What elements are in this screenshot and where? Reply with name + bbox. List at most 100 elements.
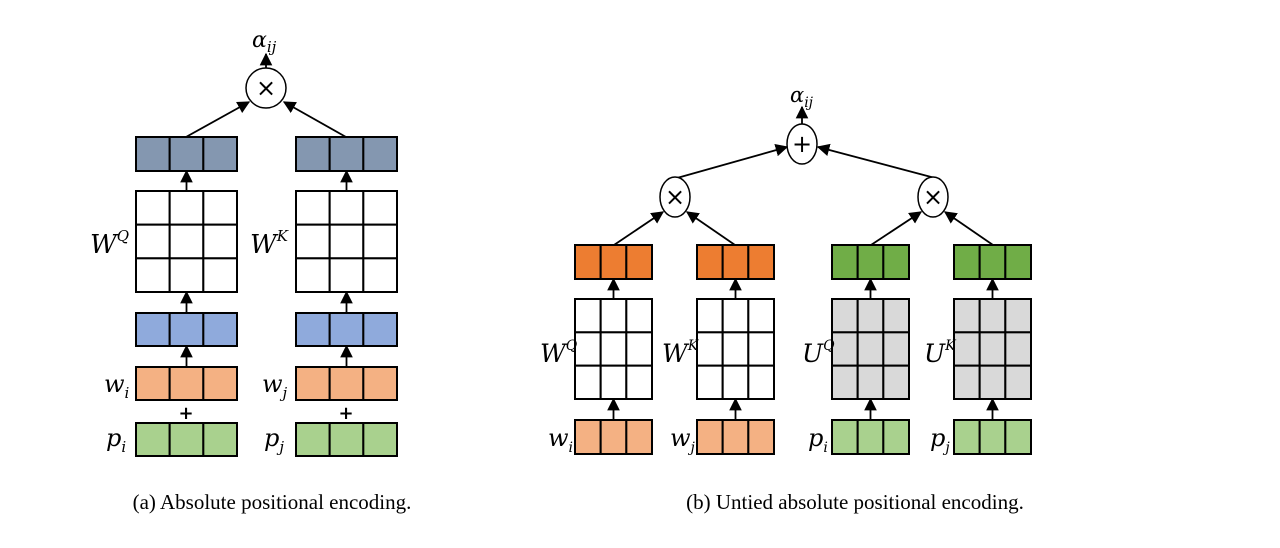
b-projected-vector-wk (696, 244, 775, 280)
a-caption: (a) Absolute positional encoding. (133, 490, 412, 514)
b-weight-matrix-uq-cell (856, 331, 885, 367)
a-output-label: αij (252, 28, 277, 56)
a-weight-matrix-k-cell (295, 257, 331, 294)
b-matrix-label-uk: UK (924, 338, 957, 368)
a-word-embedding-q-cell (202, 366, 238, 401)
b-multiply-icon-pos: × (923, 183, 943, 211)
a-projected-vector-k (295, 136, 399, 172)
b-input-label-pj: pj (930, 424, 950, 456)
b-input-vector-uq-cell (882, 419, 910, 455)
b-input-vector-uk-cell (978, 419, 1007, 455)
b-weight-matrix-wk-cell (721, 298, 750, 334)
a-weight-matrix-q-cell (168, 223, 205, 260)
a-input-vector-k-cell (362, 312, 399, 347)
a-projected-vector-q-cell (135, 136, 171, 172)
b-weight-matrix-wq-cell (574, 298, 602, 334)
b-weight-matrix-wq-cell (599, 298, 628, 334)
a-projected-vector-q-cell (168, 136, 205, 172)
a-product-node (245, 67, 287, 109)
b-projected-vector-uq-cell (856, 244, 885, 280)
b-weight-matrix-uk-cell (978, 298, 1007, 334)
a-arrow-k-to-product (282, 101, 347, 138)
b-weight-matrix-uk-cell (978, 364, 1007, 400)
b-input-vector-wq-cell (599, 419, 628, 455)
a-word-embedding-q-cell (135, 366, 171, 401)
b-weight-matrix-wq (574, 298, 653, 400)
a-position-embedding-k-cell (295, 422, 331, 457)
b-weight-matrix-wq-cell (625, 298, 653, 334)
a-weight-matrix-k-cell (295, 190, 331, 226)
a-position-embedding-k (295, 422, 399, 457)
b-product-node-word (659, 176, 691, 218)
a-position-embedding-q-cell (135, 422, 171, 457)
b-weight-matrix-wq-cell (599, 331, 628, 367)
a-pos-label-i: pi (106, 424, 126, 456)
b-arrow-wk-to-product (685, 211, 736, 246)
a-pos-label-j: pj (264, 424, 284, 456)
b-projected-vector-uq (831, 244, 910, 280)
b-projected-vector-wk-cell (747, 244, 775, 280)
b-weight-matrix-uk-cell (978, 331, 1007, 367)
b-projected-vector-wk-cell (696, 244, 724, 280)
a-word-embedding-q-cell (168, 366, 205, 401)
b-weight-matrix-uq-cell (831, 331, 859, 367)
b-input-vector-wk (696, 419, 775, 455)
a-position-embedding-q-cell (168, 422, 205, 457)
b-weight-matrix-wk-cell (747, 331, 775, 367)
a-matrix-label-q: WQ (90, 227, 129, 260)
a-weight-matrix-q-cell (202, 223, 238, 260)
b-weight-matrix-uk-cell (1004, 298, 1032, 334)
b-input-vector-wk-cell (696, 419, 724, 455)
a-plus-icon-i: + (178, 403, 193, 424)
b-matrix-label-wq: WQ (540, 338, 578, 368)
b-weight-matrix-uq-cell (882, 331, 910, 367)
b-input-vector-uq (831, 419, 910, 455)
b-weight-matrix-uq-cell (882, 298, 910, 334)
b-projected-vector-uq-cell (831, 244, 859, 280)
a-weight-matrix-q-cell (202, 257, 238, 294)
a-weight-matrix-k-cell (362, 190, 399, 226)
a-weight-matrix-q-cell (202, 190, 238, 226)
b-weight-matrix-wk-cell (696, 298, 724, 334)
b-weight-matrix-wq-cell (625, 364, 653, 400)
b-weight-matrix-wq-cell (574, 331, 602, 367)
b-arrow-pos-product-to-sum (816, 143, 936, 179)
b-projected-vector-uk (953, 244, 1032, 280)
b-weight-matrix-uq-cell (831, 364, 859, 400)
b-input-label-pi: pi (808, 424, 828, 456)
b-product-node-pos (917, 176, 949, 218)
a-input-vector-q-cell (135, 312, 171, 347)
b-weight-matrix-wk-cell (747, 298, 775, 334)
b-projected-vector-wq (574, 244, 653, 280)
b-input-label-wj: wj (670, 424, 696, 456)
a-matrix-label-k: WK (250, 227, 289, 260)
b-weight-matrix-uk-cell (953, 331, 981, 367)
a-input-vector-k-cell (328, 312, 365, 347)
b-weight-matrix-wk-cell (747, 364, 775, 400)
a-input-vector-q-cell (168, 312, 205, 347)
b-input-vector-wq-cell (625, 419, 653, 455)
b-arrow-uq-to-product (870, 211, 923, 246)
a-weight-matrix-q-cell (168, 257, 205, 294)
a-position-embedding-q-cell (202, 422, 238, 457)
b-input-vector-uq-cell (856, 419, 885, 455)
b-weight-matrix-uk-cell (1004, 331, 1032, 367)
b-weight-matrix-wk (696, 298, 775, 400)
b-arrow-word-product-to-sum (676, 144, 789, 179)
a-input-vector-k-cell (295, 312, 331, 347)
a-projected-vector-k-cell (295, 136, 331, 172)
b-input-vector-uq-cell (831, 419, 859, 455)
b-input-vector-wq (574, 419, 653, 455)
b-weight-matrix-wk-cell (721, 364, 750, 400)
b-projected-vector-uk-cell (978, 244, 1007, 280)
a-weight-matrix-k-cell (362, 223, 399, 260)
a-weight-matrix-k-cell (328, 223, 365, 260)
b-projected-vector-wq-cell (599, 244, 628, 280)
a-projected-vector-q-cell (202, 136, 238, 172)
b-input-vector-uk-cell (1004, 419, 1032, 455)
b-sum-node (786, 123, 818, 165)
b-projected-vector-uk-cell (953, 244, 981, 280)
arrows (180, 52, 999, 420)
labels: αij × WQ WK wi wj + + pi pj (a) Absolute… (90, 28, 1024, 514)
